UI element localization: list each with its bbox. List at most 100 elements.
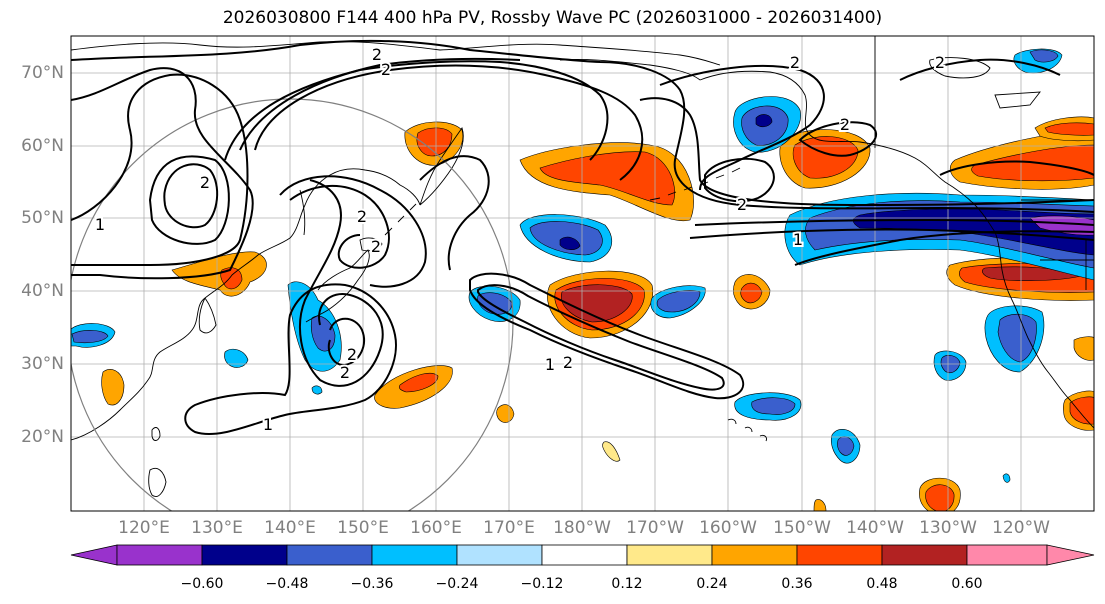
colorbar-segment <box>371 544 458 566</box>
colorbar-tick-label: 0.12 <box>611 576 643 592</box>
pv-anomaly-shading <box>71 48 1094 511</box>
lon-label: 140°E <box>264 518 316 538</box>
negative-anomaly-region <box>1002 473 1011 483</box>
negative-anomaly-region <box>733 96 801 153</box>
colorbar <box>70 544 1095 566</box>
colorbar-tick-label: −0.24 <box>435 576 479 592</box>
positive-anomaly-region <box>1073 336 1094 361</box>
kamchatka-coast <box>419 127 464 206</box>
lon-label: 140°W <box>846 518 904 538</box>
lon-label: 130°E <box>191 518 243 538</box>
canada-borders <box>874 36 1094 290</box>
colorbar-segment <box>966 544 1048 566</box>
positive-anomaly-region <box>950 129 1094 190</box>
pv-contour <box>289 184 390 269</box>
positive-anomaly-region <box>374 365 453 409</box>
pv-contour <box>71 39 1094 213</box>
lon-label: 170°W <box>626 518 684 538</box>
contour-label: 2 <box>371 237 381 256</box>
pv-contour <box>327 317 365 367</box>
negative-anomaly-region <box>984 305 1045 373</box>
pv-contour <box>71 73 249 266</box>
asia-coast <box>71 168 421 441</box>
positive-anomaly-region <box>101 369 125 406</box>
positive-anomaly-region <box>547 270 654 339</box>
colorbar-segment <box>711 544 798 566</box>
positive-anomaly-region <box>1034 116 1094 142</box>
lat-label: 60°N <box>21 136 64 156</box>
hawaii-islands <box>727 418 767 442</box>
contour-label: 1 <box>95 215 105 234</box>
contour-label: 2 <box>347 345 357 364</box>
colorbar-tick-label: 0.48 <box>866 576 898 592</box>
japan-hokkaido-coast <box>359 237 383 252</box>
japan-honshu-coast <box>305 249 370 323</box>
lon-label: 150°E <box>337 518 389 538</box>
lat-label: 30°N <box>21 354 64 374</box>
pv-contour <box>279 175 427 288</box>
colorbar-segment <box>626 544 713 566</box>
contour-label: 2 <box>935 53 945 72</box>
pv-contour <box>224 60 609 161</box>
lon-label: 160°W <box>699 518 757 538</box>
taiwan-coast <box>151 427 161 441</box>
contour-labels: 2 2 2 2 2 2 2 1 2 2 2 1 2 1 1 2 <box>93 43 947 436</box>
lon-label: 180°W <box>553 518 611 538</box>
contour-label: 2 <box>381 60 391 79</box>
contour-label: 1 <box>545 355 555 374</box>
colorbar-extend-low <box>70 544 118 566</box>
colorbar-tick-label: −0.48 <box>265 576 309 592</box>
positive-anomaly-region <box>733 274 771 310</box>
lat-label: 20°N <box>21 427 64 447</box>
philippines-coast <box>148 467 167 497</box>
map-frame <box>70 35 1095 512</box>
positive-anomaly-region <box>404 121 464 166</box>
north-america-west-coast <box>994 231 1094 429</box>
negative-anomaly-region <box>650 285 706 319</box>
map-title: 2026030800 F144 400 hPa PV, Rossby Wave … <box>222 8 883 28</box>
lon-label: 120°W <box>992 518 1050 538</box>
siberia-north-coast <box>71 41 721 66</box>
korea-coast <box>198 297 217 334</box>
pv-contour <box>794 230 1094 266</box>
pv-contour <box>148 155 230 245</box>
negative-anomaly-region <box>1013 48 1063 74</box>
lon-label: 120°E <box>118 518 170 538</box>
colorbar-segment <box>201 544 288 566</box>
pv-contour <box>239 57 521 151</box>
lat-label: 50°N <box>21 208 64 228</box>
positive-anomaly-region <box>519 142 694 222</box>
colorbar-tick-label: 0.24 <box>696 576 728 592</box>
contour-label: 2 <box>340 363 350 382</box>
pv-contour <box>939 160 1094 176</box>
lon-label: 150°W <box>773 518 831 538</box>
contour-label: 2 <box>357 207 367 226</box>
pv-contour <box>899 58 1061 81</box>
colorbar-segment <box>881 544 968 566</box>
lat-label: 70°N <box>21 63 64 83</box>
chukotka-coast <box>559 59 701 81</box>
colorbar-segment <box>796 544 883 566</box>
contour-label: 2 <box>840 115 850 134</box>
colorbar-segment <box>286 544 373 566</box>
negative-anomaly-region <box>830 428 861 464</box>
negative-anomaly-region <box>734 392 802 421</box>
contour-label: 1 <box>263 415 273 434</box>
negative-anomaly-region <box>224 348 249 368</box>
colorbar-tick-label: 0.60 <box>951 576 983 592</box>
pv-contour <box>163 163 219 229</box>
pv-contour <box>477 284 725 391</box>
pv-contour <box>704 157 775 203</box>
colorbar-extend-high <box>1046 544 1095 566</box>
positive-anomaly-region <box>496 404 515 423</box>
negative-anomaly-region <box>71 323 116 348</box>
positive-anomaly-region <box>813 499 827 511</box>
contour-label: 2 <box>737 195 747 214</box>
contour-label: 1 <box>793 230 803 249</box>
lon-label: 160°E <box>410 518 462 538</box>
contour-label: 2 <box>790 53 800 72</box>
pv-contour <box>254 64 644 181</box>
colorbar-segment <box>456 544 543 566</box>
contour-label: 2 <box>563 353 573 372</box>
